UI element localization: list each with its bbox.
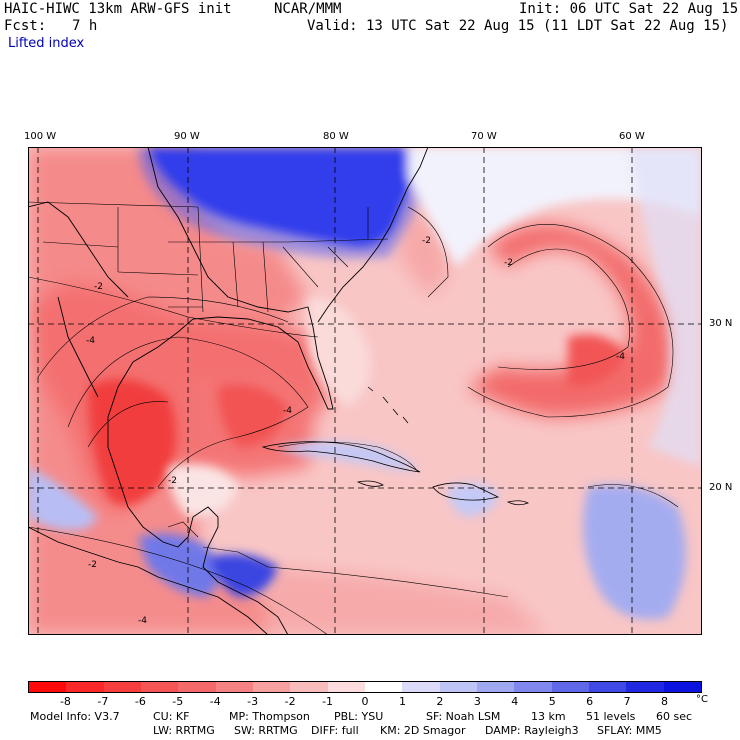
damp-scheme: DAMP: Rayleigh3 <box>485 724 579 737</box>
mp-scheme: MP: Thompson <box>229 710 310 723</box>
forecast-hour: 7 h <box>72 18 98 34</box>
contour-label: -4 <box>283 406 292 416</box>
model-title: HAIC-HIWC 13km ARW-GFS init <box>4 1 232 17</box>
lat-label-30n: 30 N <box>709 318 733 329</box>
timestep: 60 sec <box>656 710 693 723</box>
diff-scheme: DIFF: full <box>311 724 359 737</box>
colorbar-swatch <box>626 682 664 692</box>
colorbar-swatch <box>439 682 477 692</box>
km-scheme: KM: 2D Smagor <box>380 724 466 737</box>
sf-scheme: SF: Noah LSM <box>426 710 501 723</box>
colorbar-tick-label: -8 <box>59 695 71 708</box>
colorbar-swatch <box>66 682 104 692</box>
colorbar-swatch <box>476 682 515 692</box>
colorbar-tick-label: 7 <box>623 695 631 708</box>
contour-lines <box>28 206 679 635</box>
colorbar-tick-label: 8 <box>661 695 669 708</box>
sflay-scheme: SFLAY: MM5 <box>597 724 662 737</box>
colorbar-swatch <box>327 682 365 692</box>
islands <box>261 386 529 506</box>
levels: 51 levels <box>586 710 636 723</box>
colorbar-tick-label: -6 <box>134 695 146 708</box>
colorbar-tick-label: 1 <box>398 695 406 708</box>
colorbar-tick-label: -3 <box>247 695 259 708</box>
contour-label: -4 <box>138 616 147 626</box>
colorbar-tick-label: 6 <box>586 695 594 708</box>
contour-label: -2 <box>88 560 97 570</box>
field-name: Lifted index <box>8 36 85 51</box>
colorbar-tick-label: 4 <box>511 695 519 708</box>
lat-lon-grid <box>28 147 702 635</box>
lon-label-90w: 90 W <box>174 131 200 142</box>
colorbar-swatch <box>551 682 589 692</box>
colorbar-swatch <box>290 682 328 692</box>
colorbar-swatch <box>364 682 403 692</box>
coastlines <box>28 147 429 635</box>
colorbar-tick-label: -7 <box>97 695 109 708</box>
contour-label: -4 <box>86 336 95 346</box>
positive-regions <box>28 147 702 620</box>
lon-label-100w: 100 W <box>24 131 57 142</box>
colorbar-swatch <box>178 682 216 692</box>
colorbar-swatch <box>252 682 291 692</box>
contour-label: -4 <box>616 352 625 362</box>
colorbar-swatch <box>514 682 552 692</box>
colorbar-tick-label: 0 <box>361 695 369 708</box>
cu-scheme: CU: KF <box>153 710 190 723</box>
contour-label: -2 <box>168 476 177 486</box>
colorbar-swatch <box>215 682 253 692</box>
colorbar-tick-label: 3 <box>473 695 481 708</box>
lon-label-80w: 80 W <box>323 131 349 142</box>
colorbar-tick-label: 2 <box>436 695 444 708</box>
model-info: Model Info: V3.7 <box>30 710 120 723</box>
lon-label-60w: 60 W <box>619 131 645 142</box>
sw-scheme: SW: RRTMG <box>234 724 298 737</box>
contour-label: -2 <box>422 236 431 246</box>
lat-label-20n: 20 N <box>709 482 733 493</box>
colorbar-tick-label: 5 <box>548 695 556 708</box>
colorbar-swatch <box>103 682 141 692</box>
valid-time: Valid: 13 UTC Sat 22 Aug 15 (11 LDT Sat … <box>307 18 729 34</box>
state-borders <box>28 201 389 568</box>
colorbar-tick-label: -2 <box>284 695 296 708</box>
pbl-scheme: PBL: YSU <box>334 710 384 723</box>
colorbar-swatch <box>402 682 440 692</box>
contour-label: -2 <box>94 282 103 292</box>
lifted-index-map: -2 -2 -4 -4 -2 -4 -2 -4 -2 <box>28 147 702 635</box>
contour-label: -2 <box>504 258 513 268</box>
lon-label-70w: 70 W <box>471 131 497 142</box>
init-time: Init: 06 UTC Sat 22 Aug 15 <box>519 1 739 17</box>
colorbar-swatch <box>588 682 627 692</box>
resolution: 13 km <box>531 710 566 723</box>
colorbar-swatch <box>663 682 701 692</box>
colorbar <box>28 681 702 693</box>
forecast-label: Fcst: <box>4 18 47 34</box>
colorbar-tick-label: -5 <box>172 695 184 708</box>
colorbar-swatch <box>29 682 67 692</box>
colorbar-tick-label: -1 <box>322 695 334 708</box>
lw-scheme: LW: RRTMG <box>153 724 215 737</box>
colorbar-tick-label: -4 <box>209 695 221 708</box>
org-label: NCAR/MMM <box>274 1 342 17</box>
colorbar-unit: °C <box>696 694 708 705</box>
colorbar-swatch <box>140 682 179 692</box>
